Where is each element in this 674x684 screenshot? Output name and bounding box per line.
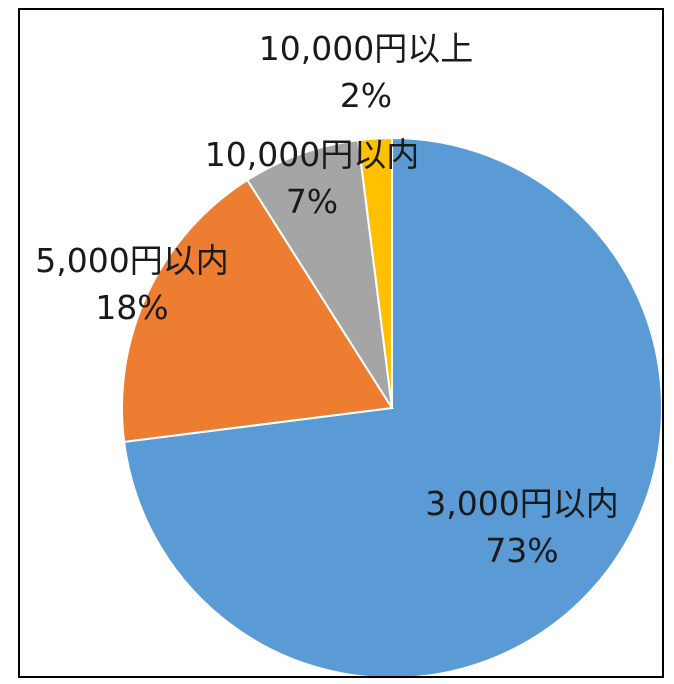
chart-frame: 3,000円以内 73% 5,000円以内 18% 10,000円以内 7% 1… xyxy=(18,8,664,678)
slice-label-5000: 5,000円以内 xyxy=(35,241,228,280)
pie-chart: 3,000円以内 73% 5,000円以内 18% 10,000円以内 7% 1… xyxy=(35,29,662,676)
pie-slice-0 xyxy=(123,136,662,676)
slice-label-10000-over: 10,000円以上 xyxy=(259,29,473,68)
pie-labels: 3,000円以内 73% 5,000円以内 18% 10,000円以内 7% 1… xyxy=(35,29,618,570)
pie-slices xyxy=(121,136,662,676)
pie-slice-1 xyxy=(121,178,394,443)
slice-value-5000: 18% xyxy=(95,288,168,327)
pie-slice-2 xyxy=(245,139,393,409)
slice-value-10000-within: 7% xyxy=(286,182,338,221)
slice-label-10000-within: 10,000円以内 xyxy=(205,135,419,174)
pie-slice-3 xyxy=(357,136,393,409)
slice-value-10000-over: 2% xyxy=(340,76,392,115)
slice-label-3000: 3,000円以内 xyxy=(425,484,618,523)
slice-value-3000: 73% xyxy=(485,531,558,570)
